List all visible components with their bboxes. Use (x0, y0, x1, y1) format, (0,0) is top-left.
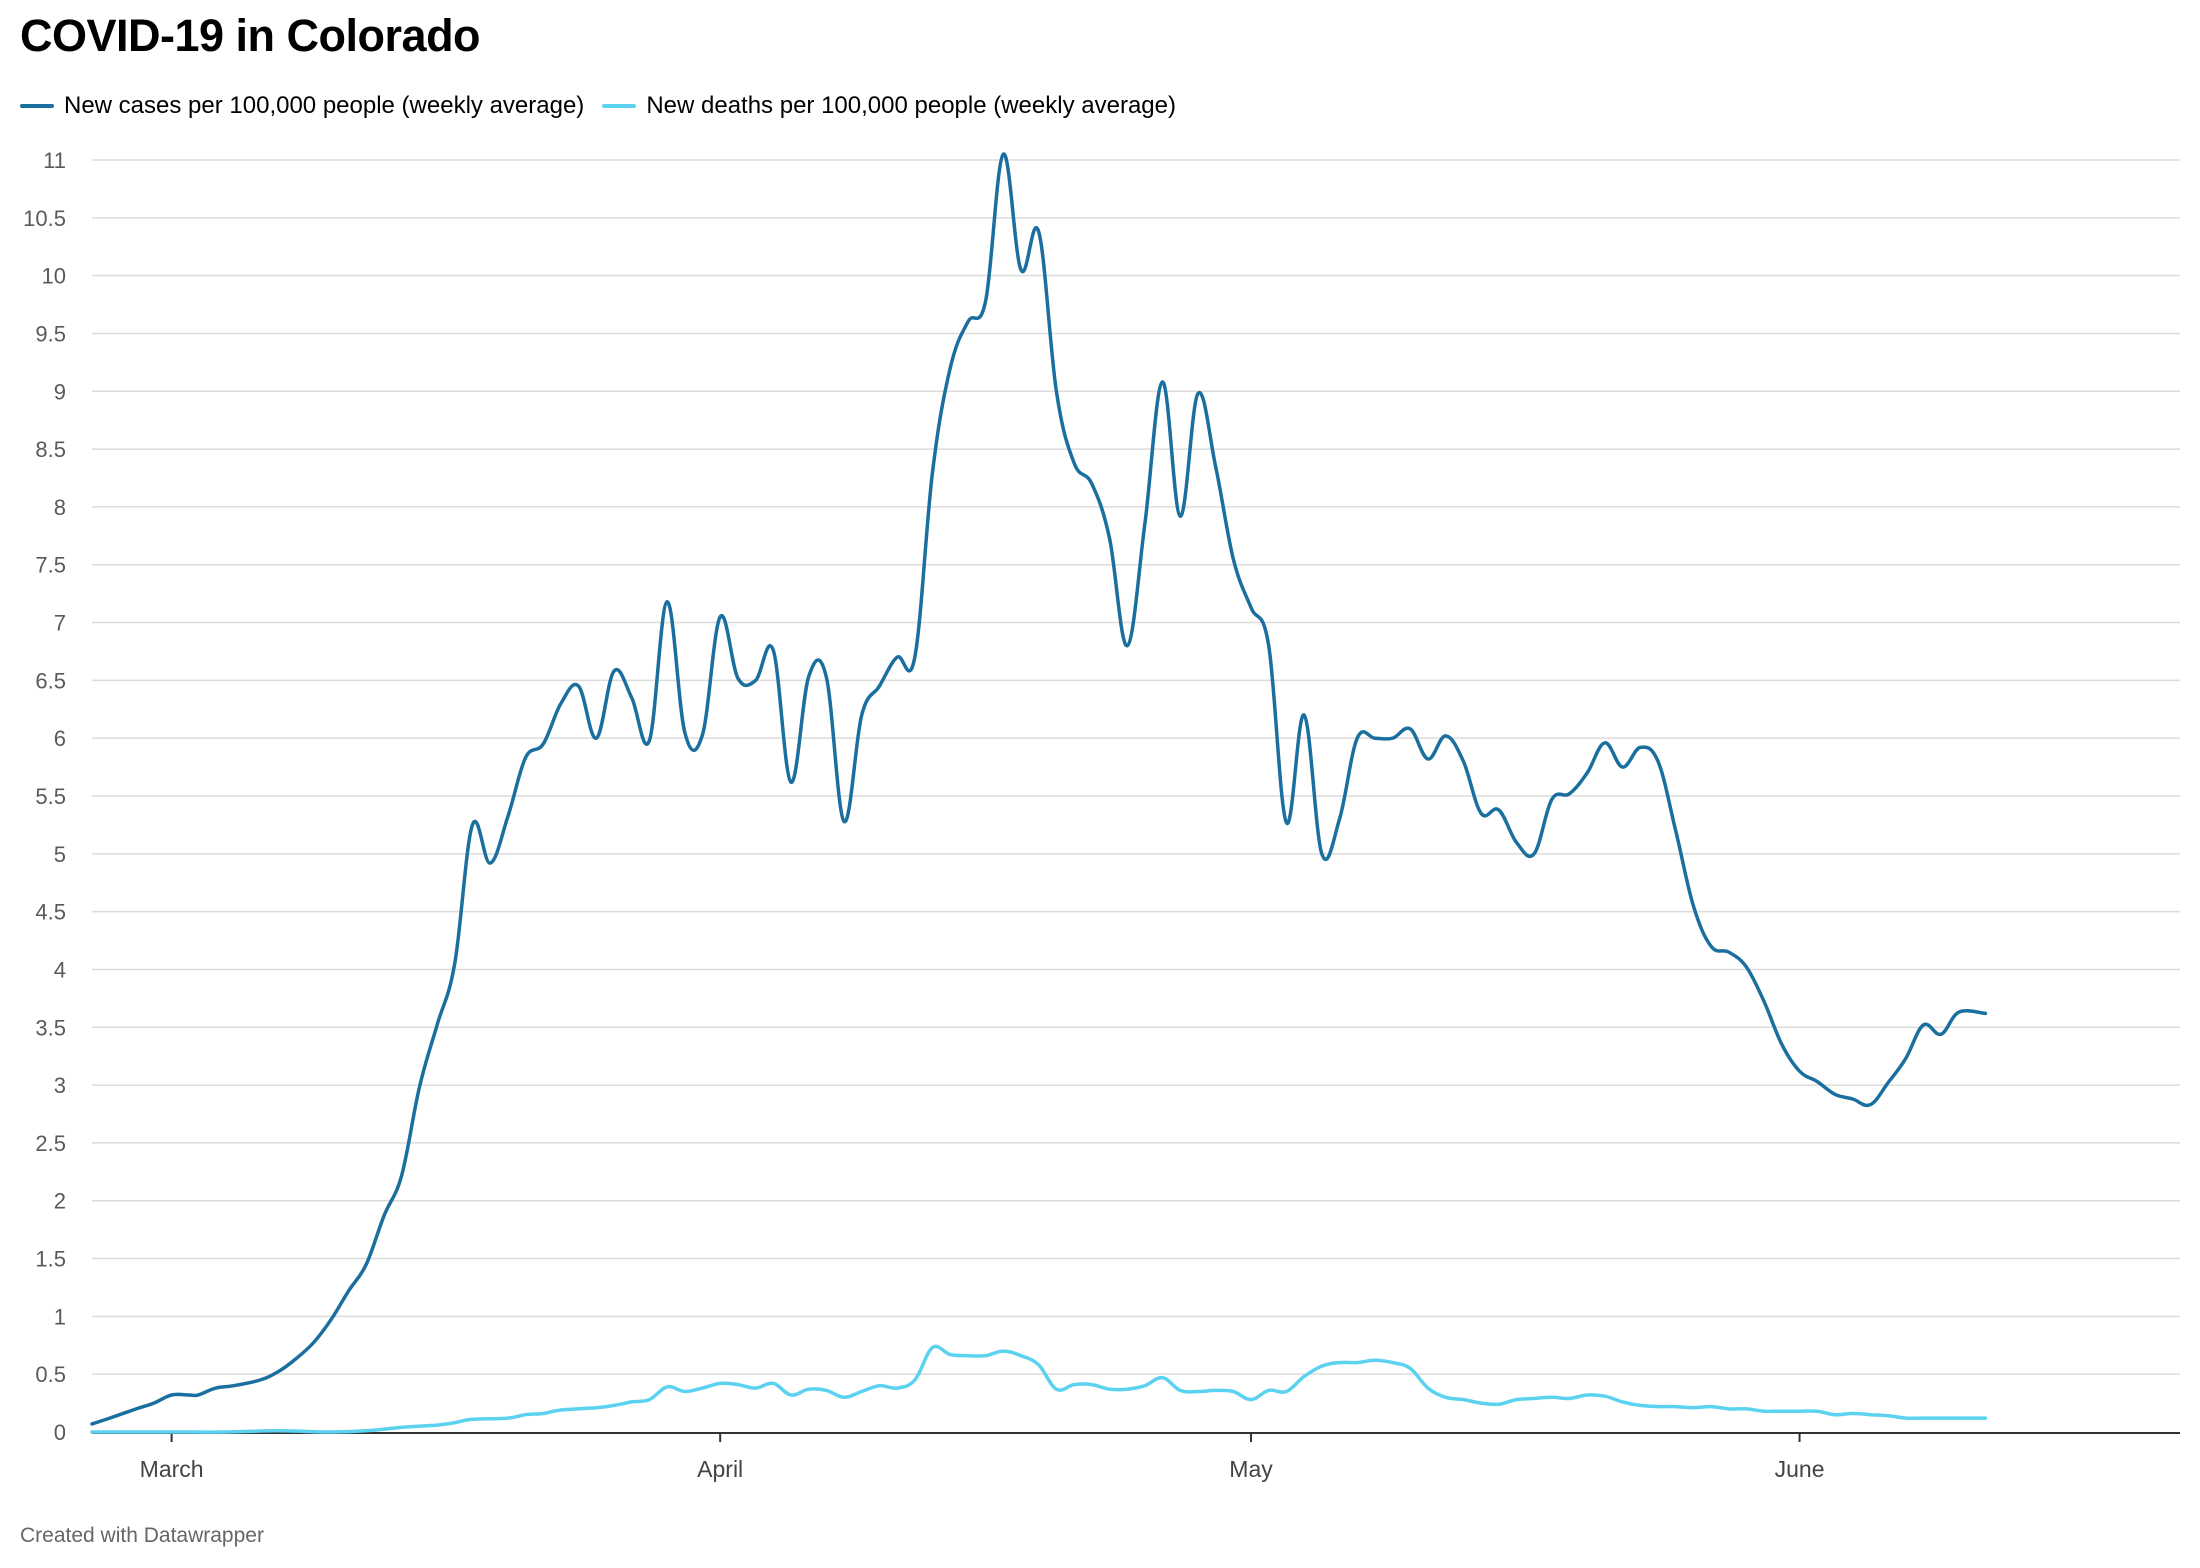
y-tick-label-5: 2.5 (35, 1131, 66, 1156)
y-tick-label-7: 3.5 (35, 1015, 66, 1040)
y-tick-label-4: 2 (54, 1189, 66, 1214)
x-tick-label-1: April (697, 1456, 743, 1482)
y-tick-label-10: 5 (54, 842, 66, 867)
y-tick-label-16: 8 (54, 495, 66, 520)
legend-item-deaths: New deaths per 100,000 people (weekly av… (602, 92, 1176, 120)
x-tick-label-2: May (1229, 1456, 1273, 1482)
y-tick-label-1: 0.5 (35, 1362, 66, 1387)
chart-title: COVID-19 in Colorado (20, 10, 481, 61)
y-tick-label-9: 4.5 (35, 900, 66, 925)
y-tick-label-6: 3 (54, 1073, 66, 1098)
legend-label-cases: New cases per 100,000 people (weekly ave… (64, 92, 585, 119)
y-tick-label-14: 7 (54, 611, 66, 636)
y-tick-label-20: 10 (42, 264, 66, 289)
y-tick-label-17: 8.5 (35, 437, 66, 462)
y-tick-label-18: 9 (54, 379, 66, 404)
y-tick-label-11: 5.5 (35, 784, 66, 809)
x-tick-label-3: June (1775, 1456, 1825, 1482)
y-tick-label-2: 1 (54, 1304, 66, 1329)
y-tick-label-19: 9.5 (35, 321, 66, 346)
series-line-new-deaths (90, 1344, 1988, 1434)
y-tick-label-0: 0 (54, 1420, 66, 1445)
chart-legend: New cases per 100,000 people (weekly ave… (20, 88, 1194, 124)
legend-label-deaths: New deaths per 100,000 people (weekly av… (646, 92, 1176, 119)
footer-credit: Created with Datawrapper (20, 1524, 264, 1547)
series-line-new-cases (90, 152, 1988, 1426)
legend-swatch-deaths (602, 104, 637, 108)
legend-swatch-cases (20, 104, 54, 108)
y-tick-label-3: 1.5 (35, 1247, 66, 1272)
legend-item-cases: New cases per 100,000 people (weekly ave… (20, 92, 584, 120)
y-tick-label-21: 10.5 (23, 206, 66, 231)
y-tick-label-8: 4 (54, 957, 66, 982)
y-tick-label-12: 6 (54, 726, 66, 751)
y-tick-label-22: 11 (43, 148, 66, 173)
y-tick-label-13: 6.5 (35, 668, 66, 693)
x-tick-label-0: March (140, 1456, 204, 1482)
y-tick-label-15: 7.5 (35, 553, 66, 578)
